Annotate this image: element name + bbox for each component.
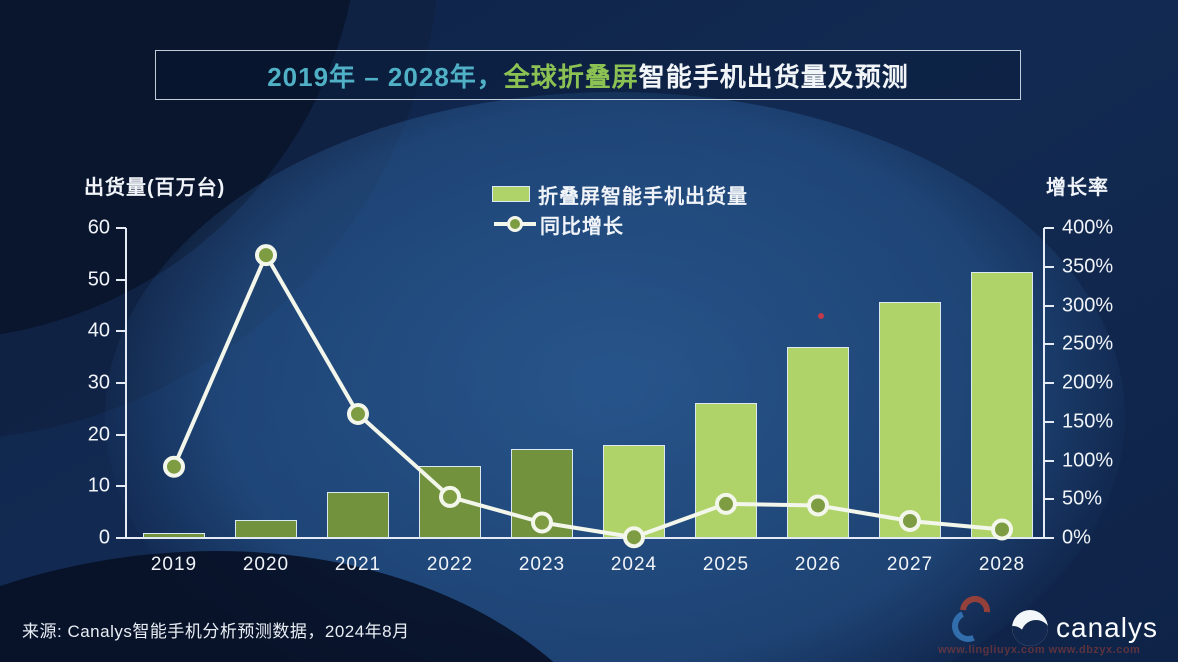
title-highlight: 全球折叠屏 [503,61,639,92]
x-axis-label-2025: 2025 [702,554,750,575]
growth-marker-2019 [163,455,185,478]
left-axis-tick-label: 10 [87,474,110,497]
right-axis-title: 增长率 [1046,177,1109,199]
legend-label-shipments: 折叠屏智能手机出货量 [538,185,748,208]
bar-2019 [143,533,205,538]
right-axis-tick-label: 200% [1062,371,1114,394]
title-year-range: 2019年 – 2028年， [267,61,504,92]
bar-2023 [511,448,573,538]
right-axis-tick [1044,227,1054,229]
right-axis-tick-label: 50% [1062,487,1103,510]
right-axis-tick-label: 250% [1062,332,1114,355]
chart-title-banner: 2019年 – 2028年， 全球折叠屏 智能手机出货量及预测 [155,50,1021,100]
x-axis-label-2028: 2028 [978,554,1026,575]
x-axis-label-2024: 2024 [610,554,658,575]
right-axis-tick [1044,343,1054,346]
x-axis-label-2021: 2021 [334,554,382,575]
growth-marker-2020 [255,244,277,267]
left-axis-tick [116,382,126,384]
x-axis-label-2020: 2020 [242,554,290,575]
right-axis-tick [1044,265,1054,268]
x-axis-label-2019: 2019 [150,554,198,575]
right-axis-tick-label: 100% [1062,449,1114,471]
red-annotation-dot [818,313,824,319]
left-axis-tick-label: 30 [87,371,110,394]
left-axis-tick [116,278,126,281]
right-axis-tick [1044,382,1054,384]
watermark-swirl-icon [947,589,998,647]
left-axis-tick-label: 40 [87,319,110,342]
legend-item-growth: 同比增长 [492,211,748,238]
right-axis-tick [1044,459,1054,462]
right-axis-tick-label: 150% [1062,410,1114,433]
bar-2026 [787,347,849,538]
left-axis-tick [116,433,126,436]
bar-2025 [695,402,757,538]
canalys-logo: canalys [1012,610,1158,646]
right-axis-tick [1044,537,1054,539]
right-axis-tick-label: 350% [1062,255,1114,278]
x-axis-label-2027: 2027 [886,554,934,575]
right-axis-tick [1044,420,1054,423]
bar-2028 [971,271,1033,538]
line-marker-icon [494,216,536,232]
bar-2020 [235,519,297,538]
left-axis-tick-label: 60 [87,216,110,239]
bar-2027 [879,301,941,538]
growth-marker-2021 [347,403,369,425]
x-axis-label-2023: 2023 [518,554,566,575]
left-axis-tick-label: 50 [87,268,110,291]
left-axis-tick [116,485,126,488]
title-rest: 智能手机出货量及预测 [638,61,909,92]
left-axis-line [125,228,127,538]
left-axis-tick [116,537,126,539]
canalys-logo-text: canalys [1056,612,1158,643]
left-axis-tick [116,227,126,229]
canalys-logo-icon [1012,610,1048,646]
right-axis-tick-label: 300% [1062,294,1114,316]
legend-item-shipments: 折叠屏智能手机出货量 [492,181,748,208]
bar-2022 [419,465,481,538]
right-axis-tick [1044,498,1054,501]
left-axis-tick-label: 0 [98,526,110,549]
growth-line [172,253,1003,540]
left-axis-tick [116,330,126,333]
right-axis-tick-label: 0% [1062,526,1091,549]
x-axis-label-2026: 2026 [794,554,842,575]
left-axis-tick-label: 20 [87,423,110,446]
source-note: 来源: Canalys智能手机分析预测数据，2024年8月 [22,622,410,641]
right-axis-tick [1044,304,1054,307]
right-axis-tick-label: 400% [1062,216,1114,239]
watermark-urls: www.lingliuyx.com www.dbzyx.com [938,644,1141,656]
bar-2024 [603,445,665,538]
bar-2021 [327,491,389,538]
left-axis-title: 出货量(百万台) [84,177,226,199]
legend-label-growth: 同比增长 [540,215,624,238]
legend: 折叠屏智能手机出货量 同比增长 [492,181,748,241]
x-axis-label-2022: 2022 [426,554,474,575]
bar-swatch-icon [492,186,530,202]
